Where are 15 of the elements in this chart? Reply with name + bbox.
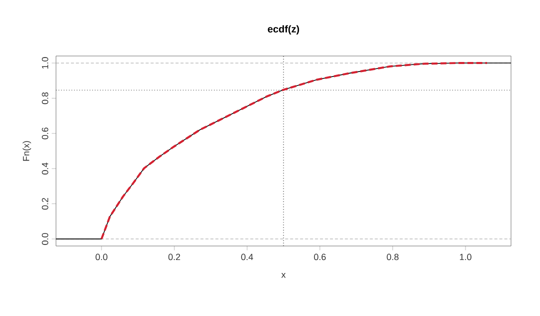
y-tick-label: 1.0 [42, 57, 48, 69]
x-axis-title: x [281, 272, 286, 278]
x-tick-label: 0.2 [168, 254, 180, 260]
x-tick-label: 0.4 [241, 254, 254, 260]
x-tick-label: 0.6 [314, 254, 326, 260]
y-axis-title: Fn(x) [22, 141, 32, 161]
x-tick-label: 0.8 [386, 254, 399, 260]
x-tick-label: 0.0 [96, 254, 108, 260]
y-tick-label: 0.0 [42, 233, 48, 245]
y-tick-label: 0.8 [42, 92, 48, 104]
y-tick-label: 0.2 [42, 198, 48, 210]
y-tick-label: 0.4 [42, 162, 48, 174]
chart-title: ecdf(z) [268, 25, 300, 34]
x-tick-label: 1.0 [460, 254, 472, 260]
y-tick-label: 0.6 [42, 128, 48, 140]
